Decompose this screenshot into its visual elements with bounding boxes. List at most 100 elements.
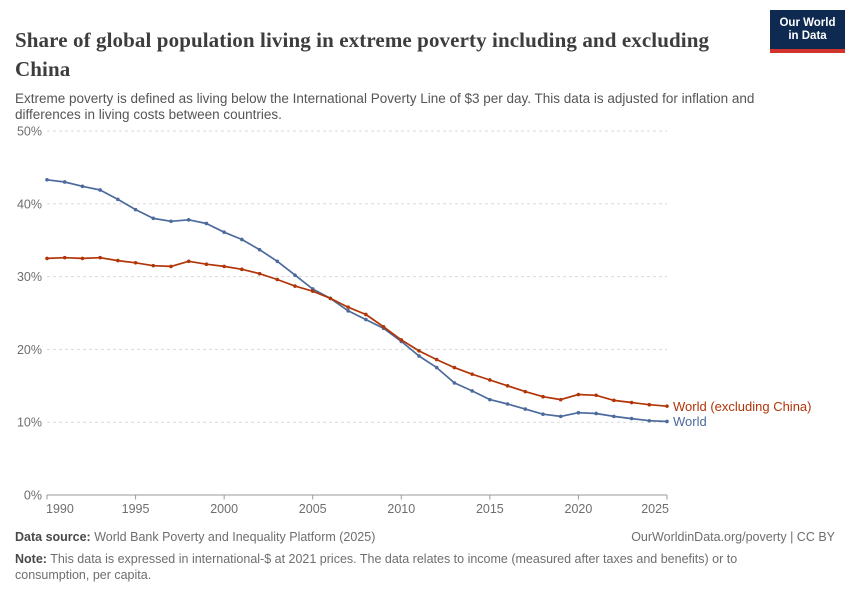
series-marker-world <box>346 309 350 313</box>
series-line-world-excluding-china <box>46 256 668 408</box>
series-marker-world-excluding-china <box>80 256 85 261</box>
x-tick-label: 1995 <box>122 502 150 516</box>
chart-title: Share of global population living in ext… <box>15 28 710 82</box>
series-marker-world-excluding-china <box>594 393 598 398</box>
y-tick-label: 20% <box>17 343 42 357</box>
series-marker-world <box>186 218 191 222</box>
chart-footer: Data source: World Bank Poverty and Ineq… <box>15 530 835 583</box>
y-tick-label: 40% <box>17 197 42 211</box>
series-marker-world <box>594 411 598 416</box>
series-marker-world <box>417 354 421 358</box>
series-marker-world <box>665 419 669 424</box>
x-tick-label: 2025 <box>641 502 669 516</box>
y-tick-label: 30% <box>17 270 42 284</box>
series-marker-world-excluding-china <box>364 312 368 317</box>
series-marker-world <box>62 180 67 184</box>
series-marker-world <box>80 184 85 189</box>
note-text: This data is expressed in international-… <box>15 552 738 582</box>
series-marker-world-excluding-china <box>275 277 280 282</box>
series-marker-world-excluding-china <box>328 296 333 301</box>
note-label: Note: <box>15 552 47 566</box>
series-marker-world-excluding-china <box>204 262 209 267</box>
series-marker-world <box>434 365 439 370</box>
series-marker-world-excluding-china <box>505 384 510 388</box>
x-tick-label: 1990 <box>46 502 74 516</box>
note-line: Note: This data is expressed in internat… <box>15 551 775 583</box>
series-marker-world <box>98 188 102 192</box>
owid-logo-line1: Our World <box>779 16 836 29</box>
series-label-world: World <box>673 413 707 429</box>
x-tick-label: 2000 <box>210 502 238 516</box>
series-marker-world <box>169 219 173 224</box>
series-marker-world-excluding-china <box>151 263 156 268</box>
series-marker-world <box>541 412 545 416</box>
series-marker-world <box>133 207 138 212</box>
series-marker-world <box>222 230 226 234</box>
series-marker-world-excluding-china <box>98 255 102 260</box>
x-tick-label: 2005 <box>299 502 327 516</box>
series-marker-world <box>523 407 528 411</box>
series-marker-world-excluding-china <box>558 397 563 402</box>
series-marker-world <box>470 389 474 393</box>
series-marker-world-excluding-china <box>62 255 67 260</box>
series-marker-world-excluding-china <box>45 256 49 261</box>
series-marker-world-excluding-china <box>434 357 439 362</box>
series-marker-world-excluding-china <box>647 402 652 407</box>
series-marker-world <box>45 177 49 182</box>
series-marker-world-excluding-china <box>470 372 474 376</box>
series-label-world-excluding-china: World (excluding China) <box>673 398 812 414</box>
owid-url-link[interactable]: OurWorldinData.org/poverty | CC BY <box>631 530 835 544</box>
series-marker-world-excluding-china <box>310 289 315 293</box>
series-marker-world <box>629 416 634 421</box>
series-marker-world <box>558 414 563 419</box>
series-marker-world-excluding-china <box>665 404 669 408</box>
series-marker-world <box>647 418 652 423</box>
series-marker-world <box>275 259 280 264</box>
data-source-line: Data source: World Bank Poverty and Ineq… <box>15 530 375 545</box>
series-marker-world-excluding-china <box>523 389 528 394</box>
y-tick-label: 0% <box>24 489 42 503</box>
series-marker-world <box>576 410 581 415</box>
series-line-world <box>46 178 668 423</box>
series-marker-world <box>293 273 297 277</box>
owid-logo-line2: in Data <box>788 29 827 42</box>
series-marker-world <box>488 397 492 402</box>
series-marker-world-excluding-china <box>133 260 138 265</box>
series-marker-world <box>364 317 368 322</box>
x-tick-label: 2010 <box>387 502 415 516</box>
series-marker-world-excluding-china <box>399 338 404 342</box>
series-marker-world-excluding-china <box>417 349 421 353</box>
x-tick-label: 2020 <box>565 502 593 516</box>
data-source-text: World Bank Poverty and Inequality Platfo… <box>94 530 376 544</box>
series-marker-world <box>116 197 120 202</box>
series-marker-world <box>452 381 457 385</box>
series-marker-world <box>151 216 156 221</box>
series-marker-world-excluding-china <box>186 259 191 264</box>
series-marker-world-excluding-china <box>612 398 616 403</box>
y-tick-label: 50% <box>17 125 42 139</box>
series-marker-world-excluding-china <box>116 258 120 263</box>
series-marker-world <box>612 414 616 419</box>
series-marker-world-excluding-china <box>541 394 545 399</box>
series-marker-world <box>240 237 244 242</box>
series-marker-world-excluding-china <box>488 378 492 382</box>
series-marker-world-excluding-china <box>576 392 581 397</box>
series-marker-world <box>257 247 262 252</box>
x-tick-label: 2015 <box>476 502 504 516</box>
series-marker-world-excluding-china <box>293 284 297 288</box>
series-marker-world-excluding-china <box>452 365 457 370</box>
series-marker-world-excluding-china <box>346 305 350 309</box>
series-marker-world-excluding-china <box>381 325 386 329</box>
series-marker-world-excluding-china <box>240 267 244 272</box>
data-source-label: Data source: <box>15 530 91 544</box>
series-marker-world-excluding-china <box>222 264 226 269</box>
series-marker-world-excluding-china <box>629 400 634 405</box>
series-marker-world <box>204 221 209 226</box>
series-marker-world-excluding-china <box>169 264 173 269</box>
series-marker-world <box>505 402 510 406</box>
owid-logo: Our World in Data <box>770 10 845 53</box>
y-tick-label: 10% <box>17 416 42 430</box>
series-marker-world-excluding-china <box>257 271 262 276</box>
